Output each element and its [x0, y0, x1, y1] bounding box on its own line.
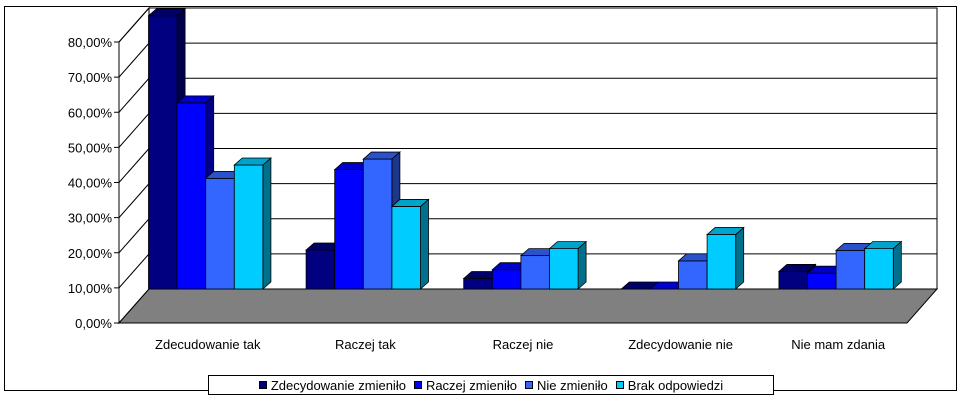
bar: [863, 240, 903, 290]
bar: [390, 198, 430, 290]
bar: [233, 157, 272, 290]
gridline-side: [118, 113, 150, 148]
legend-swatch: [524, 381, 533, 389]
bar: [147, 7, 187, 290]
legend-item: Zdecydowanie zmieniło: [258, 377, 406, 393]
gridline-side: [118, 7, 150, 43]
y-tick-label: 60,00%: [68, 105, 113, 120]
x-category-label: Raczej nie: [493, 337, 554, 352]
legend-item: Raczej zmieniło: [413, 377, 517, 393]
gridline-side: [118, 77, 150, 113]
bar: [176, 94, 215, 290]
gridline-side: [118, 253, 150, 289]
y-tick-label: 50,00%: [68, 140, 113, 155]
legend-swatch: [615, 381, 624, 389]
gridline-side: [118, 42, 150, 78]
legend-item: Brak odpowiedzi: [615, 377, 724, 393]
x-category-label: Raczej tak: [335, 337, 396, 352]
y-tick-label: 10,00%: [68, 281, 113, 296]
legend-swatch: [258, 381, 267, 389]
legend-label: Raczej zmieniło: [425, 377, 517, 393]
legend-label: Nie zmieniło: [536, 377, 608, 393]
legend-label: Zdecydowanie zmieniło: [270, 377, 406, 393]
legend-label: Brak odpowiedzi: [627, 377, 724, 393]
y-tick-label: 0,00%: [75, 316, 112, 331]
x-category-label: Zdecudowanie tak: [155, 337, 261, 352]
legend-item: Nie zmieniło: [524, 377, 608, 393]
bar: [706, 226, 745, 290]
y-tick-label: 30,00%: [68, 211, 113, 226]
y-tick-label: 40,00%: [68, 176, 113, 191]
bar-chart: 0,00% 10,00% 20,00% 30,00% 40,00% 50,00% 60,00…: [68, 7, 939, 352]
gridline-side: [118, 218, 150, 254]
y-tick-label: 80,00%: [68, 35, 113, 50]
x-category-label: Nie mam zdania: [791, 337, 886, 352]
bar: [548, 240, 588, 290]
legend-swatch: [413, 381, 422, 389]
chart-frame: 0,00% 10,00% 20,00% 30,00% 40,00% 50,00% 60,00…: [4, 6, 957, 395]
y-tick-label: 70,00%: [68, 70, 113, 85]
legend: Zdecydowanie zmieniło Raczej zmieniło Nie …: [208, 375, 774, 395]
x-category-label: Zdecydowanie nie: [628, 337, 733, 352]
gridline-side: [118, 183, 150, 218]
gridline-side: [118, 148, 150, 183]
y-tick-label: 20,00%: [68, 246, 113, 261]
plot-floor: [117, 288, 939, 324]
